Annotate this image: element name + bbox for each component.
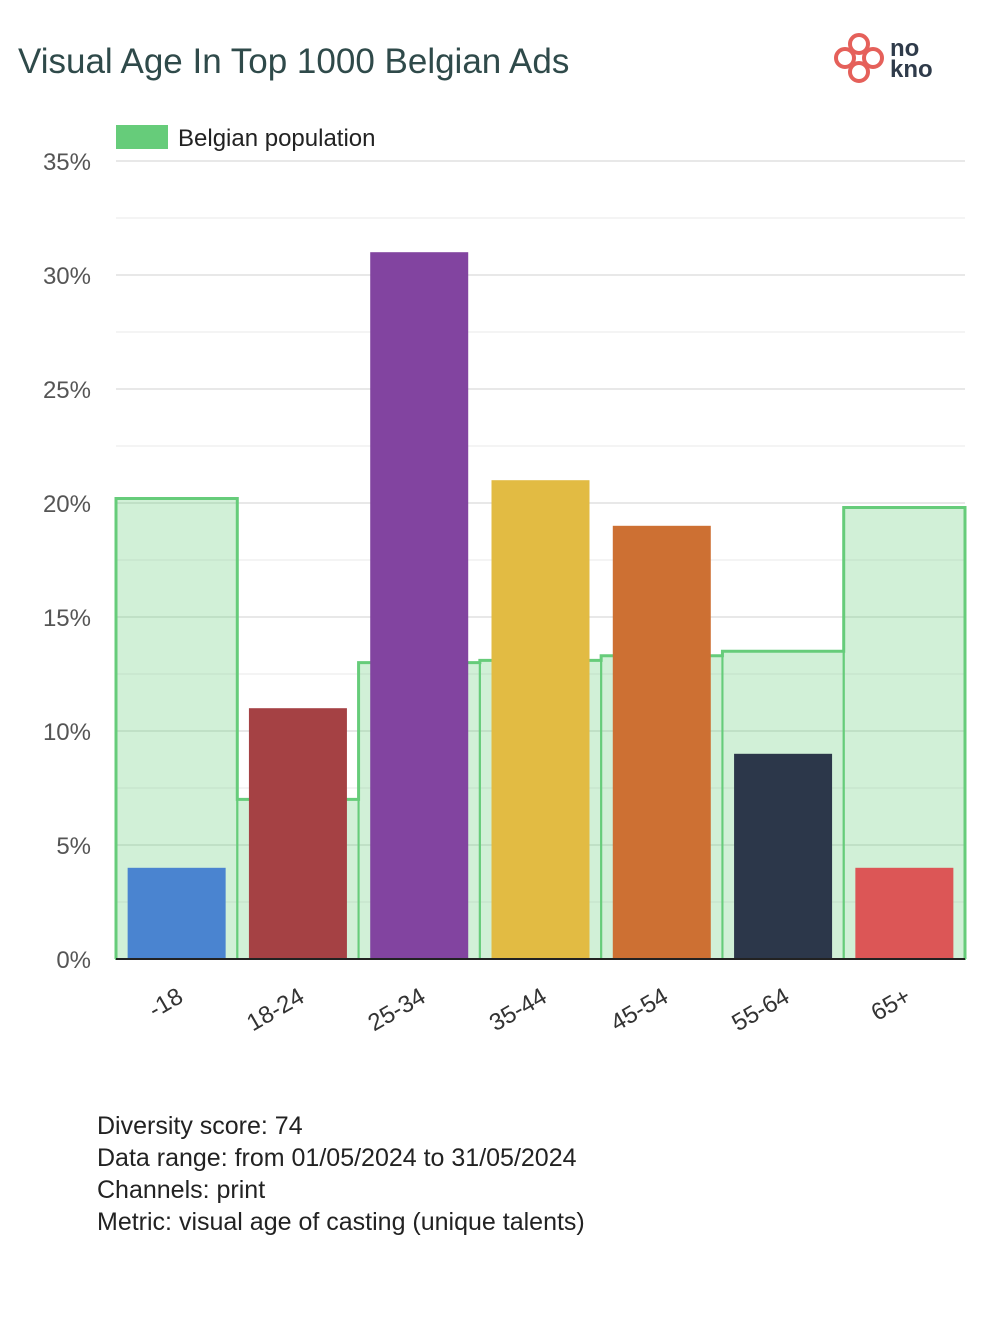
x-tick-label: 65+: [867, 983, 916, 1027]
x-tick-label: 55-64: [727, 983, 794, 1037]
y-tick-label: 30%: [43, 263, 91, 290]
y-tick-label: 10%: [43, 719, 91, 746]
logo-text-line2: kno: [890, 56, 933, 83]
diversity-score: Diversity score: 74: [97, 1112, 303, 1140]
data-range: Data range: from 01/05/2024 to 31/05/202…: [97, 1144, 577, 1172]
y-tick-label: 15%: [43, 605, 91, 632]
x-tick-label: 35-44: [485, 983, 552, 1037]
legend-label: Belgian population: [178, 125, 376, 152]
bar-55-64: [734, 753, 833, 959]
bar-18-24: [248, 708, 347, 959]
logo-text-line1: no: [890, 35, 919, 62]
chart-footer: Diversity score: 74 Data range: from 01/…: [97, 1110, 585, 1238]
y-tick-label: 5%: [56, 833, 91, 860]
y-tick-label: 35%: [43, 149, 91, 176]
y-tick-label: 20%: [43, 491, 91, 518]
bar-45-54: [612, 525, 711, 959]
clover-logo-icon: [834, 33, 884, 83]
metric: Metric: visual age of casting (unique ta…: [97, 1208, 585, 1236]
x-tick-label: 18-24: [242, 983, 309, 1037]
channels: Channels: print: [97, 1176, 266, 1204]
page-title: Visual Age In Top 1000 Belgian Ads: [18, 42, 570, 81]
y-tick-label: 25%: [43, 377, 91, 404]
bar-25-34: [370, 252, 469, 959]
bar--18: [127, 867, 226, 959]
bar-35-44: [491, 480, 590, 959]
brand-logo: no kno: [834, 33, 933, 83]
bar-65+: [855, 867, 954, 959]
x-tick-label: 25-34: [364, 983, 431, 1037]
legend-swatch: [116, 125, 168, 149]
y-tick-label: 0%: [56, 947, 91, 974]
x-tick-label: 45-54: [606, 983, 673, 1037]
x-tick-label: -18: [144, 983, 188, 1024]
age-bar-chart: 0% 5% 10% 15% 20% 25% 30% 35% -18 18-24 25-34 35-44…: [43, 125, 967, 1037]
